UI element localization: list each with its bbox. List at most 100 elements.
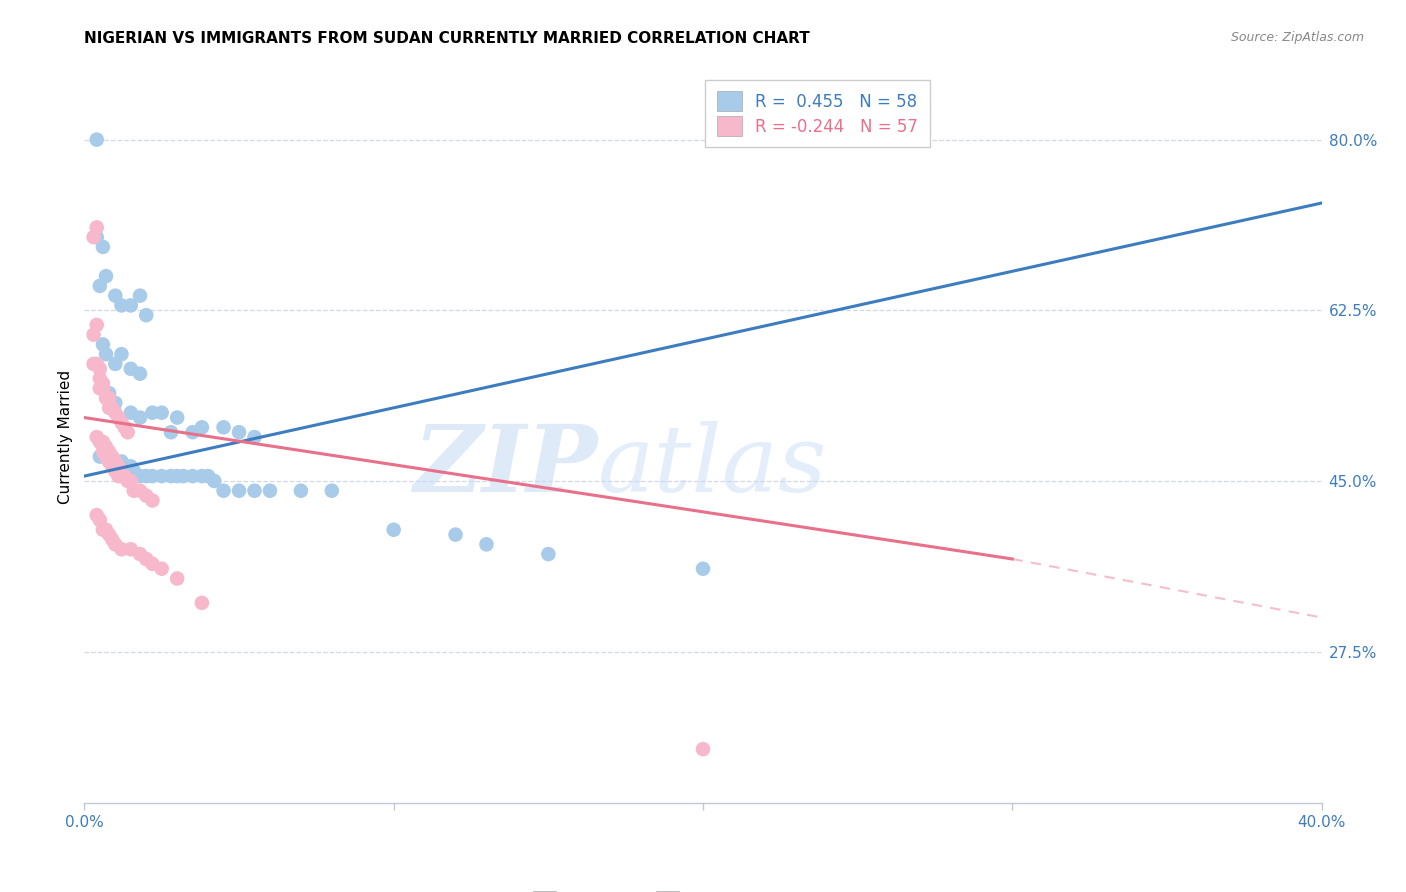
Point <box>166 469 188 483</box>
Point <box>160 425 183 440</box>
Point <box>141 469 163 483</box>
Point <box>86 318 108 332</box>
Point <box>110 542 132 557</box>
Point <box>120 474 142 488</box>
Point <box>114 469 136 483</box>
Point <box>129 547 152 561</box>
Point <box>129 367 152 381</box>
Point <box>243 430 266 444</box>
Point <box>197 469 219 483</box>
Y-axis label: Currently Married: Currently Married <box>58 370 73 504</box>
Point <box>191 596 214 610</box>
Point <box>382 523 405 537</box>
Point <box>122 483 145 498</box>
Point <box>91 523 114 537</box>
Point <box>107 410 129 425</box>
Text: Source: ZipAtlas.com: Source: ZipAtlas.com <box>1230 31 1364 45</box>
Point <box>104 406 127 420</box>
Point <box>191 420 214 434</box>
Point <box>160 469 183 483</box>
Point <box>89 513 111 527</box>
Point <box>98 391 121 405</box>
Point <box>89 279 111 293</box>
Point <box>141 493 163 508</box>
Point <box>91 337 114 351</box>
Point <box>692 742 714 756</box>
Point <box>101 450 124 464</box>
Point <box>94 391 117 405</box>
Point <box>135 552 157 566</box>
Point <box>104 459 127 474</box>
Point <box>104 537 127 551</box>
Point <box>212 483 235 498</box>
Point <box>191 469 214 483</box>
Point <box>104 396 127 410</box>
Point <box>83 230 105 244</box>
Point <box>89 434 111 449</box>
Point <box>107 469 129 483</box>
Point <box>104 288 127 302</box>
Point <box>181 469 204 483</box>
Point <box>98 401 121 415</box>
Point <box>89 371 111 385</box>
Point <box>110 416 132 430</box>
Point <box>537 547 560 561</box>
Point <box>135 489 157 503</box>
Point <box>86 430 108 444</box>
Point <box>91 376 114 391</box>
Point <box>135 308 157 322</box>
Point <box>104 464 127 478</box>
Point <box>86 508 108 522</box>
Point <box>98 454 121 468</box>
Point <box>94 450 117 464</box>
Point <box>101 533 124 547</box>
Point <box>91 434 114 449</box>
Point <box>114 464 136 478</box>
Point <box>290 483 312 498</box>
Point <box>94 440 117 454</box>
Point <box>110 454 132 468</box>
Text: ZIP: ZIP <box>413 421 598 511</box>
Point <box>228 425 250 440</box>
Point <box>104 454 127 468</box>
Point <box>110 298 132 312</box>
Point <box>120 459 142 474</box>
Point <box>91 444 114 458</box>
Point <box>98 444 121 458</box>
Point <box>150 562 173 576</box>
Point <box>86 230 108 244</box>
Point <box>110 347 132 361</box>
Point <box>107 459 129 474</box>
Point <box>129 483 152 498</box>
Point <box>129 410 152 425</box>
Point <box>89 361 111 376</box>
Point <box>692 562 714 576</box>
Point <box>114 420 136 434</box>
Point <box>117 425 139 440</box>
Point <box>91 240 114 254</box>
Point <box>94 444 117 458</box>
Point <box>104 357 127 371</box>
Point <box>86 133 108 147</box>
Point <box>101 401 124 415</box>
Point <box>166 410 188 425</box>
Point <box>166 572 188 586</box>
Point <box>94 523 117 537</box>
Point <box>120 406 142 420</box>
Point <box>181 425 204 440</box>
Point <box>444 527 467 541</box>
Point <box>120 542 142 557</box>
Point <box>259 483 281 498</box>
Point <box>150 406 173 420</box>
Point <box>120 298 142 312</box>
Point <box>110 469 132 483</box>
Point <box>83 357 105 371</box>
Point <box>141 406 163 420</box>
Point <box>89 381 111 395</box>
Point <box>135 469 157 483</box>
Point <box>150 469 173 483</box>
Point <box>101 459 124 474</box>
Point <box>172 469 194 483</box>
Text: atlas: atlas <box>598 421 827 511</box>
Point <box>475 537 498 551</box>
